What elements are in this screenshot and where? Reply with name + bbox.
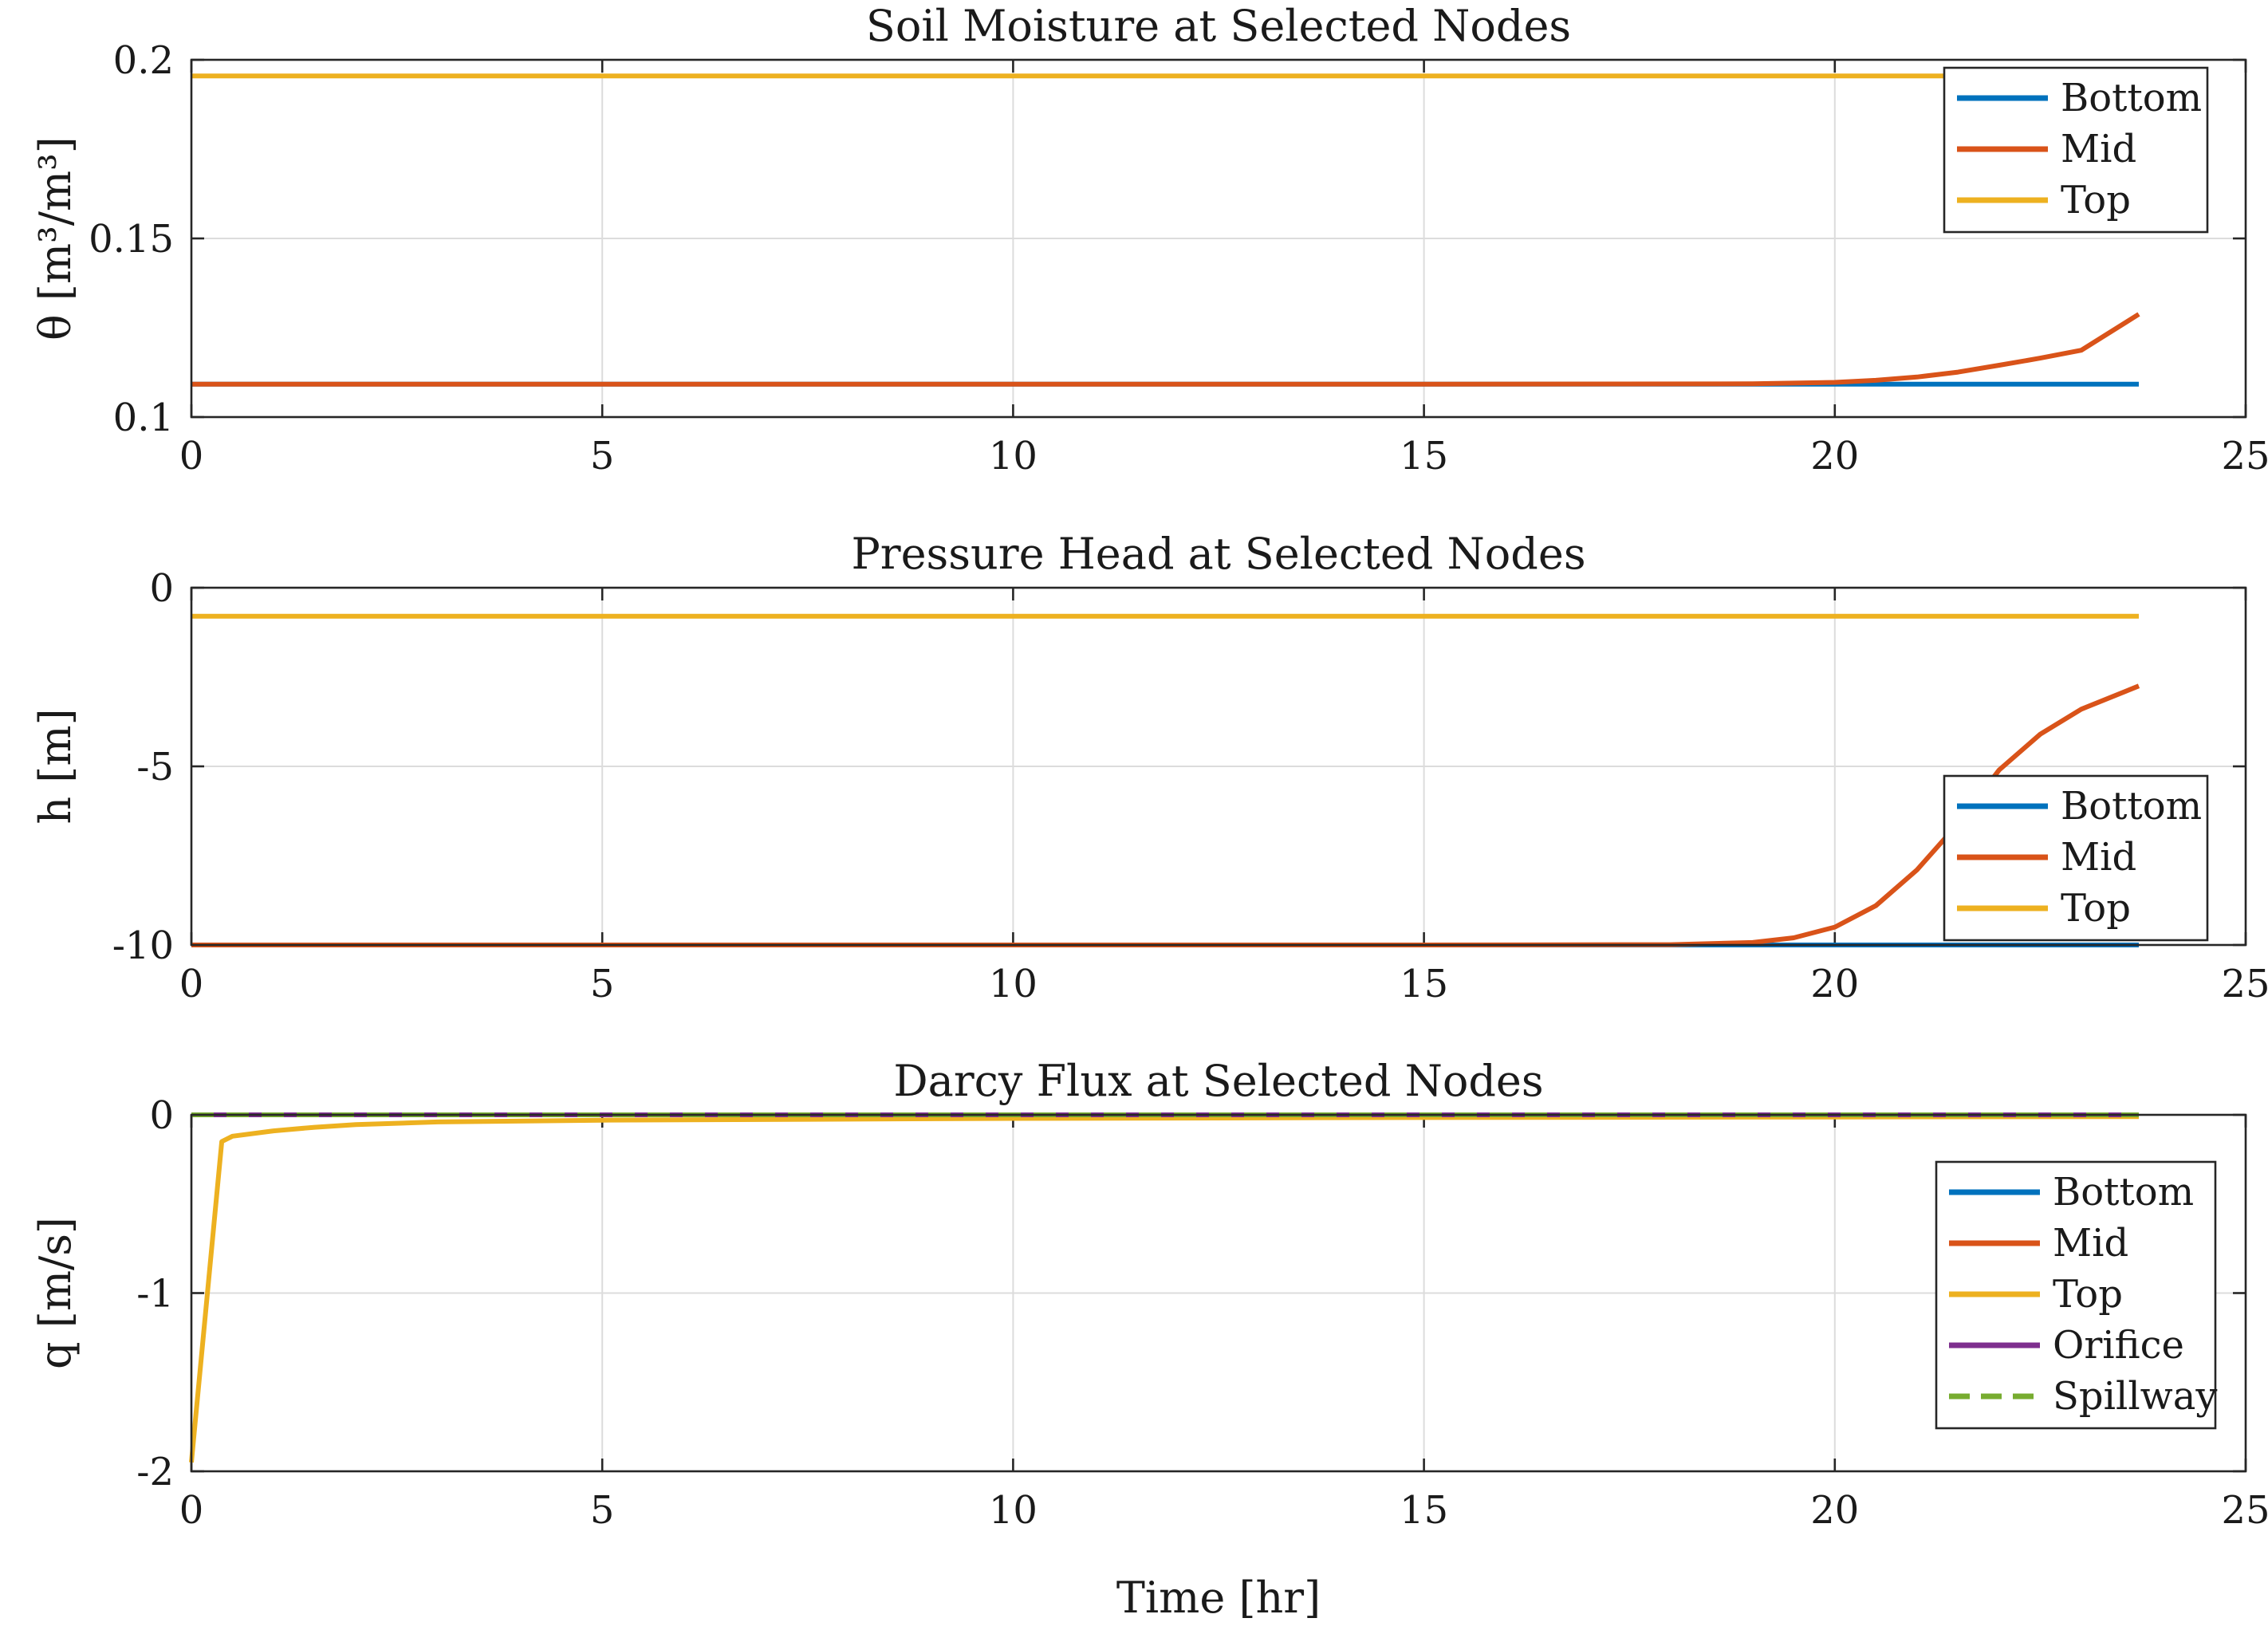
y-tick-label: -5 xyxy=(136,745,174,789)
x-tick-label: 0 xyxy=(179,434,204,478)
legend: Bottom Mid Top xyxy=(1943,66,2209,234)
x-tick-label: 0 xyxy=(179,962,204,1006)
y-axis-label: q [m/s] xyxy=(30,1217,81,1369)
y-axis-label: θ [m³/m³] xyxy=(30,136,81,341)
subplot-3: 0 5 10 15 20 25 -2 -1 0 Darcy Flux at Selected No… xyxy=(30,1056,2268,1533)
series-line-mid xyxy=(191,683,2140,947)
x-tick-label: 10 xyxy=(989,1488,1038,1533)
subplot-1: 0 5 10 15 20 25 0.1 0.15 0.2 Soil Moisture at Sel… xyxy=(30,1,2268,478)
legend: Bottom Mid Top Orifice Spillway xyxy=(1935,1160,2217,1430)
y-tick-label: 0 xyxy=(149,566,174,611)
legend-label: Orifice xyxy=(2053,1323,2184,1368)
chart-title: Soil Moisture at Selected Nodes xyxy=(866,1,1571,51)
plot-frame xyxy=(190,586,2247,947)
subplot-2: 0 5 10 15 20 25 -10 -5 0 Pressure Head at Selecte… xyxy=(30,529,2268,1006)
legend-label: Bottom xyxy=(2061,784,2202,829)
x-tick-label: 20 xyxy=(1810,962,1859,1006)
x-tick-label: 5 xyxy=(590,962,615,1006)
x-tick-label: 0 xyxy=(179,1488,204,1533)
x-tick-label: 5 xyxy=(590,1488,615,1533)
plot-frame xyxy=(190,1113,2247,1473)
y-axis-label: h [m] xyxy=(30,708,81,824)
y-tick-label: 0.2 xyxy=(113,38,174,83)
y-tick-label: 0.1 xyxy=(113,396,174,440)
x-tick-label: 25 xyxy=(2221,1488,2268,1533)
series-line-mid xyxy=(191,312,2140,387)
legend: Bottom Mid Top xyxy=(1943,774,2209,942)
legend-label: Mid xyxy=(2061,835,2136,880)
chart-title: Darcy Flux at Selected Nodes xyxy=(893,1056,1543,1106)
x-tick-label: 25 xyxy=(2221,962,2268,1006)
x-tick-label: 5 xyxy=(590,434,615,478)
y-tick-label: -1 xyxy=(136,1272,174,1317)
legend-label: Top xyxy=(2053,1272,2123,1317)
y-tick-label: 0 xyxy=(149,1093,174,1138)
y-tick-label: -2 xyxy=(136,1450,174,1494)
legend-label: Mid xyxy=(2061,127,2136,171)
plot-frame xyxy=(190,58,2247,419)
legend-label: Mid xyxy=(2053,1221,2128,1266)
legend-label: Bottom xyxy=(2053,1170,2194,1215)
x-tick-label: 15 xyxy=(1400,962,1448,1006)
y-tick-label: -10 xyxy=(112,923,174,968)
x-tick-label: 15 xyxy=(1400,434,1448,478)
legend-label: Bottom xyxy=(2061,76,2202,120)
chart-title: Pressure Head at Selected Nodes xyxy=(851,529,1585,579)
legend-label: Top xyxy=(2061,178,2131,222)
x-tick-label: 10 xyxy=(989,962,1038,1006)
y-tick-label: 0.15 xyxy=(89,217,174,262)
x-tick-label: 20 xyxy=(1810,1488,1859,1533)
legend-label: Spillway xyxy=(2053,1374,2217,1419)
legend-label: Top xyxy=(2061,886,2131,931)
x-axis-label: Time [hr] xyxy=(1116,1573,1321,1623)
series-line-top xyxy=(189,1114,2140,1463)
x-tick-label: 15 xyxy=(1400,1488,1448,1533)
x-tick-label: 20 xyxy=(1810,434,1859,478)
x-tick-label: 25 xyxy=(2221,434,2268,478)
x-tick-label: 10 xyxy=(989,434,1038,478)
